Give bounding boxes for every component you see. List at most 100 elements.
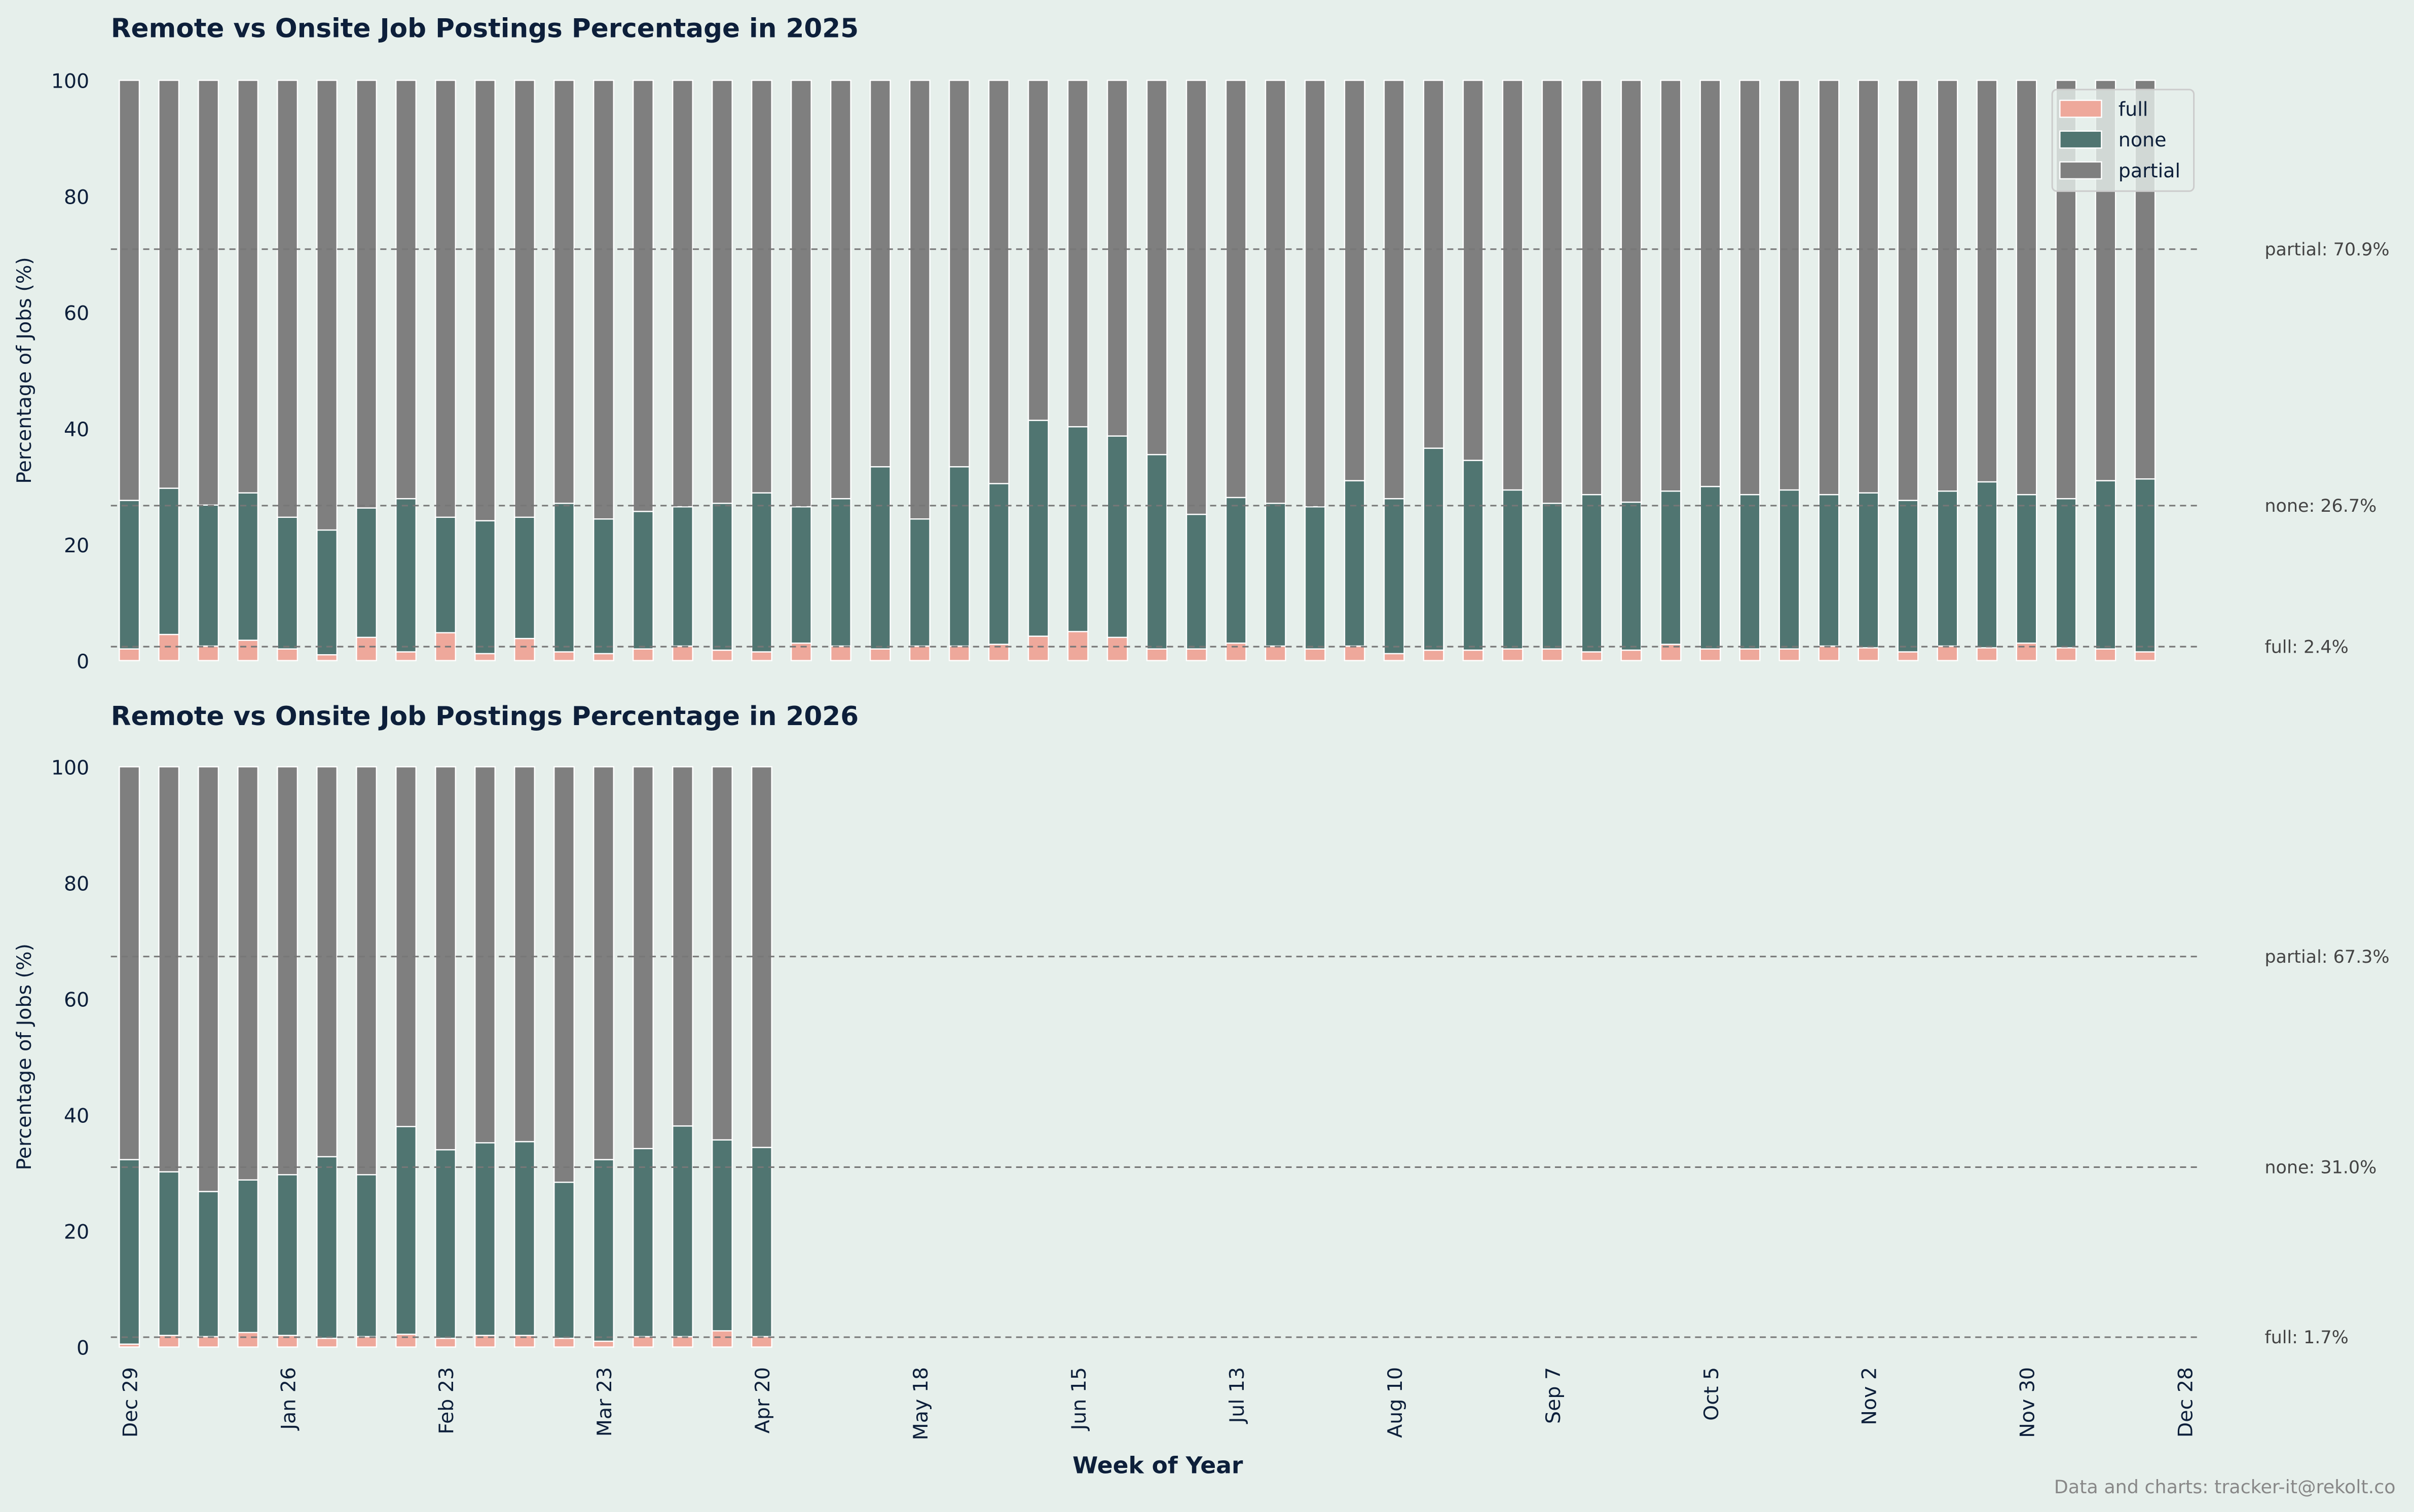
bar-segment-full [119,648,140,661]
bar-segment-none [316,1156,338,1339]
bar-segment-full [1858,647,1879,661]
bar-week-3 [198,766,219,1348]
bar-segment-none [198,1191,219,1338]
legend-swatch-none [2059,130,2102,149]
bar-segment-none [672,1125,693,1338]
bar-segment-full [1976,647,1998,661]
bar-segment-partial [1660,80,1682,492]
bar-segment-partial [633,766,654,1150]
bar-segment-none [514,1141,535,1336]
bar-segment-full [198,645,219,661]
bar-segment-none [356,1174,378,1338]
legend-label-none: none [2119,129,2167,151]
bar-week-8 [395,766,417,1348]
bar-segment-full [1344,645,1365,661]
bar-week-17 [751,80,772,661]
bar-segment-full [316,654,338,661]
bar-segment-none [1067,426,1089,632]
bar-week-45 [1858,80,1879,661]
bar-week-18 [790,80,812,661]
bar-segment-full [1699,648,1721,661]
x-axis-label: Week of Year [1072,1452,1243,1479]
bar-segment-none [435,1149,457,1339]
bar-segment-none [2016,494,2037,644]
bar-segment-full [1502,648,1524,661]
bar-segment-partial [672,80,693,508]
x-tick-label: Aug 10 [1384,1367,1407,1438]
legend-swatch-partial [2059,161,2102,180]
bar-segment-full [1581,651,1603,661]
bar-segment-full [1027,635,1049,661]
bar-week-48 [1976,80,1998,661]
x-axis: Dec 29 Jan 26 Feb 23 Mar 23 Apr 20 May 18 Jun … [119,1367,2197,1440]
bar-week-47 [1937,80,1958,661]
bar-segment-full [237,639,259,661]
y-tick-label: 0 [77,1337,89,1360]
bar-segment-none [1581,494,1603,653]
bar-segment-partial [790,80,812,508]
bar-week-13 [593,766,614,1348]
bar-segment-partial [751,80,772,494]
bar-segment-partial [277,766,299,1176]
bar-segment-none [514,516,535,639]
bar-segment-full [316,1338,338,1348]
y-axis-label: Percentage of Jobs (%) [13,257,36,483]
bar-segment-partial [1897,80,1919,501]
bar-week-30 [1265,80,1286,661]
bar-segment-partial [553,766,575,1183]
bar-week-37 [1541,80,1563,661]
bar-segment-none [633,1148,654,1338]
bar-segment-full [277,648,299,661]
bar-week-5 [277,80,299,661]
bar-segment-full [395,651,417,661]
average-label-full: full: 1.7% [2264,1328,2348,1348]
bar-segment-partial [869,80,891,468]
bar-segment-partial [1225,80,1247,499]
bar-segment-full [948,645,970,661]
bar-segment-none [1027,420,1049,637]
bar-segment-partial [711,766,733,1141]
bar-segment-none [1146,453,1168,650]
bar-segment-none [1818,494,1840,647]
bar-segment-partial [1620,80,1642,503]
bar-week-4 [237,766,259,1348]
bar-segment-none [1423,447,1444,651]
bar-week-33 [1383,80,1405,661]
bar-week-6 [316,80,338,661]
bar-segment-partial [1106,80,1128,437]
bar-segment-full [1937,645,1958,661]
bar-segment-partial [198,766,219,1192]
chart-panel-2: Remote vs Onsite Job Postings Percentage… [13,701,2390,1359]
bar-segment-partial [356,80,378,509]
bar-segment-partial [830,80,851,500]
bar-segment-partial [1185,80,1207,515]
bar-week-12 [553,766,575,1348]
bar-segment-partial [316,80,338,531]
bar-week-9 [435,80,457,661]
bar-segment-partial [1462,80,1484,461]
bar-week-31 [1304,80,1326,661]
bar-segment-partial [119,80,140,501]
bar-segment-partial [1858,80,1879,494]
bar-segment-partial [553,80,575,504]
bar-week-42 [1739,80,1761,661]
bar-segment-none [1185,513,1207,650]
y-tick-label: 20 [64,1221,89,1244]
x-tick-label: Sep 7 [1542,1367,1565,1424]
bar-segment-none [119,500,140,650]
bar-segment-full [1897,651,1919,661]
bar-segment-partial [1146,80,1168,456]
y-tick-label: 100 [51,70,89,93]
legend-label-partial: partial [2119,160,2180,182]
bar-week-3 [198,80,219,661]
bar-week-12 [553,80,575,661]
bar-week-4 [237,80,259,661]
bar-segment-none [395,498,417,653]
bar-week-1 [119,766,140,1348]
bar-week-10 [474,80,496,661]
bar-week-14 [633,80,654,661]
bar-segment-full [474,653,496,661]
bar-segment-none [277,1174,299,1336]
bar-segment-full [1541,648,1563,661]
